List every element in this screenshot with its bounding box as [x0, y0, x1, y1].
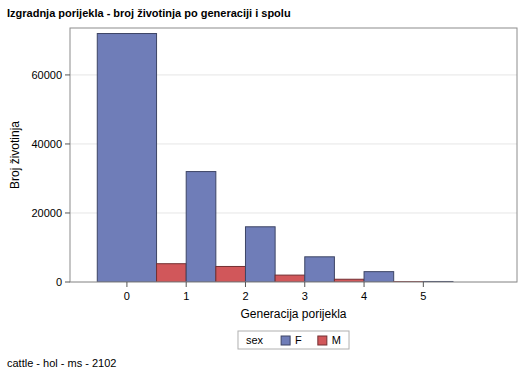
title: Izgradnja porijekla - broj životinja po … [7, 7, 291, 19]
bar [275, 275, 305, 282]
x-tick [423, 282, 424, 287]
legend-swatch [281, 336, 290, 345]
bar [186, 172, 216, 282]
bars [97, 34, 453, 282]
x-tick-label: 4 [361, 290, 367, 302]
legend-label: F [295, 334, 302, 346]
legend-title: sex [246, 334, 264, 346]
y-tick-label: 60000 [31, 69, 62, 81]
bar [305, 257, 335, 282]
y-tick-label: 0 [56, 276, 62, 288]
x-tick [304, 282, 305, 287]
bar [157, 264, 187, 282]
x-tick-label: 3 [302, 290, 308, 302]
bar [97, 34, 156, 282]
legend: sex F M [238, 331, 349, 349]
y-tick-label: 20000 [31, 207, 62, 219]
y-tick [65, 143, 70, 144]
legend-box [238, 331, 349, 349]
y-tick [65, 74, 70, 75]
x-tick [126, 282, 127, 287]
y-axis-label: Broj životinja [8, 121, 22, 189]
bar [216, 266, 246, 282]
y-tick [65, 282, 70, 283]
x-tick [364, 282, 365, 287]
plot-frame [70, 28, 517, 282]
x-tick-label: 5 [420, 290, 426, 302]
legend-label: M [332, 334, 341, 346]
x-tick-label: 0 [124, 290, 130, 302]
bar [245, 227, 275, 282]
y-tick [65, 212, 70, 213]
x-tick-label: 2 [242, 290, 248, 302]
bar [364, 272, 394, 282]
footnote: cattle - hol - ms - 2102 [7, 357, 116, 369]
x-tick [186, 282, 187, 287]
x-tick [245, 282, 246, 287]
legend-swatch [318, 336, 327, 345]
x-tick-label: 1 [183, 290, 189, 302]
y-tick-label: 40000 [31, 138, 62, 150]
x-axis-label: Generacija porijekla [240, 307, 346, 321]
